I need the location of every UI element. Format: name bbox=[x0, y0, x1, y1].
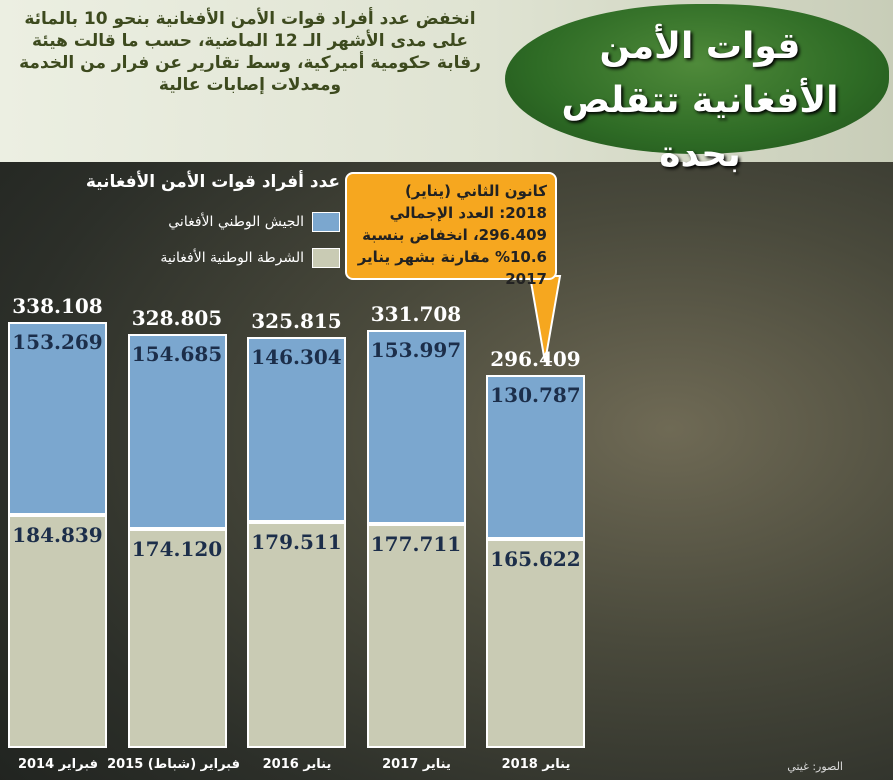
chart-title: عدد أفراد قوات الأمن الأفغانية bbox=[85, 172, 340, 192]
bar-segment bbox=[127, 528, 227, 748]
value-label: 154.685 bbox=[131, 341, 223, 366]
value-label: 179.511 bbox=[251, 529, 342, 554]
value-label: 153.997 bbox=[370, 338, 462, 363]
total-label: 328.805 bbox=[131, 305, 223, 330]
title-background bbox=[505, 4, 889, 154]
value-label: 174.120 bbox=[131, 536, 223, 561]
annotation: كانون الثاني (يناير) 2018: العدد الإجمال… bbox=[345, 172, 557, 288]
legend-label: الجيش الوطني الأفغاني bbox=[168, 214, 304, 230]
legend-entry: الجيش الوطني الأفغاني bbox=[60, 212, 340, 232]
total-label: 331.708 bbox=[370, 302, 462, 327]
subtitle: انخفض عدد أفراد قوات الأمن الأفغانية بنح… bbox=[19, 9, 481, 95]
value-label: 146.304 bbox=[251, 345, 342, 370]
value-label: 184.839 bbox=[12, 523, 103, 548]
total-label: 325.815 bbox=[251, 309, 342, 334]
bar-segment bbox=[8, 515, 107, 748]
bar-segment bbox=[247, 337, 346, 522]
total-label: 338.108 bbox=[12, 294, 103, 318]
bar-segment bbox=[486, 539, 585, 748]
bar-segment bbox=[127, 333, 227, 529]
x-tick-label: فبراير (شباط) 2015 bbox=[107, 757, 240, 772]
title: قوات الأمن الأفغانية تتقلص بحدة bbox=[561, 26, 839, 175]
x-tick-label: فبراير 2014 bbox=[17, 757, 99, 772]
credit: الصور: غيتي bbox=[787, 760, 843, 773]
legend-label: الشرطة الوطنية الأفغانية bbox=[160, 250, 304, 266]
legend-swatch bbox=[312, 248, 340, 268]
value-label: 130.787 bbox=[490, 382, 581, 407]
value-label: 165.622 bbox=[490, 547, 581, 572]
value-label: 153.269 bbox=[12, 330, 103, 354]
x-tick-label: يناير 2017 bbox=[382, 757, 451, 772]
legend-swatch bbox=[312, 212, 340, 232]
legend-entry: الشرطة الوطنية الأفغانية bbox=[60, 248, 340, 268]
bar-segment bbox=[247, 521, 346, 748]
value-label: 177.711 bbox=[370, 532, 462, 557]
x-tick-label: يناير 2016 bbox=[262, 757, 332, 772]
total-label: 296.409 bbox=[490, 346, 581, 371]
bar-segment bbox=[8, 322, 107, 516]
bar-segment bbox=[366, 524, 466, 748]
x-tick-label: يناير 2018 bbox=[501, 757, 571, 772]
bar-segment bbox=[366, 330, 466, 525]
bar-segment bbox=[486, 374, 585, 540]
